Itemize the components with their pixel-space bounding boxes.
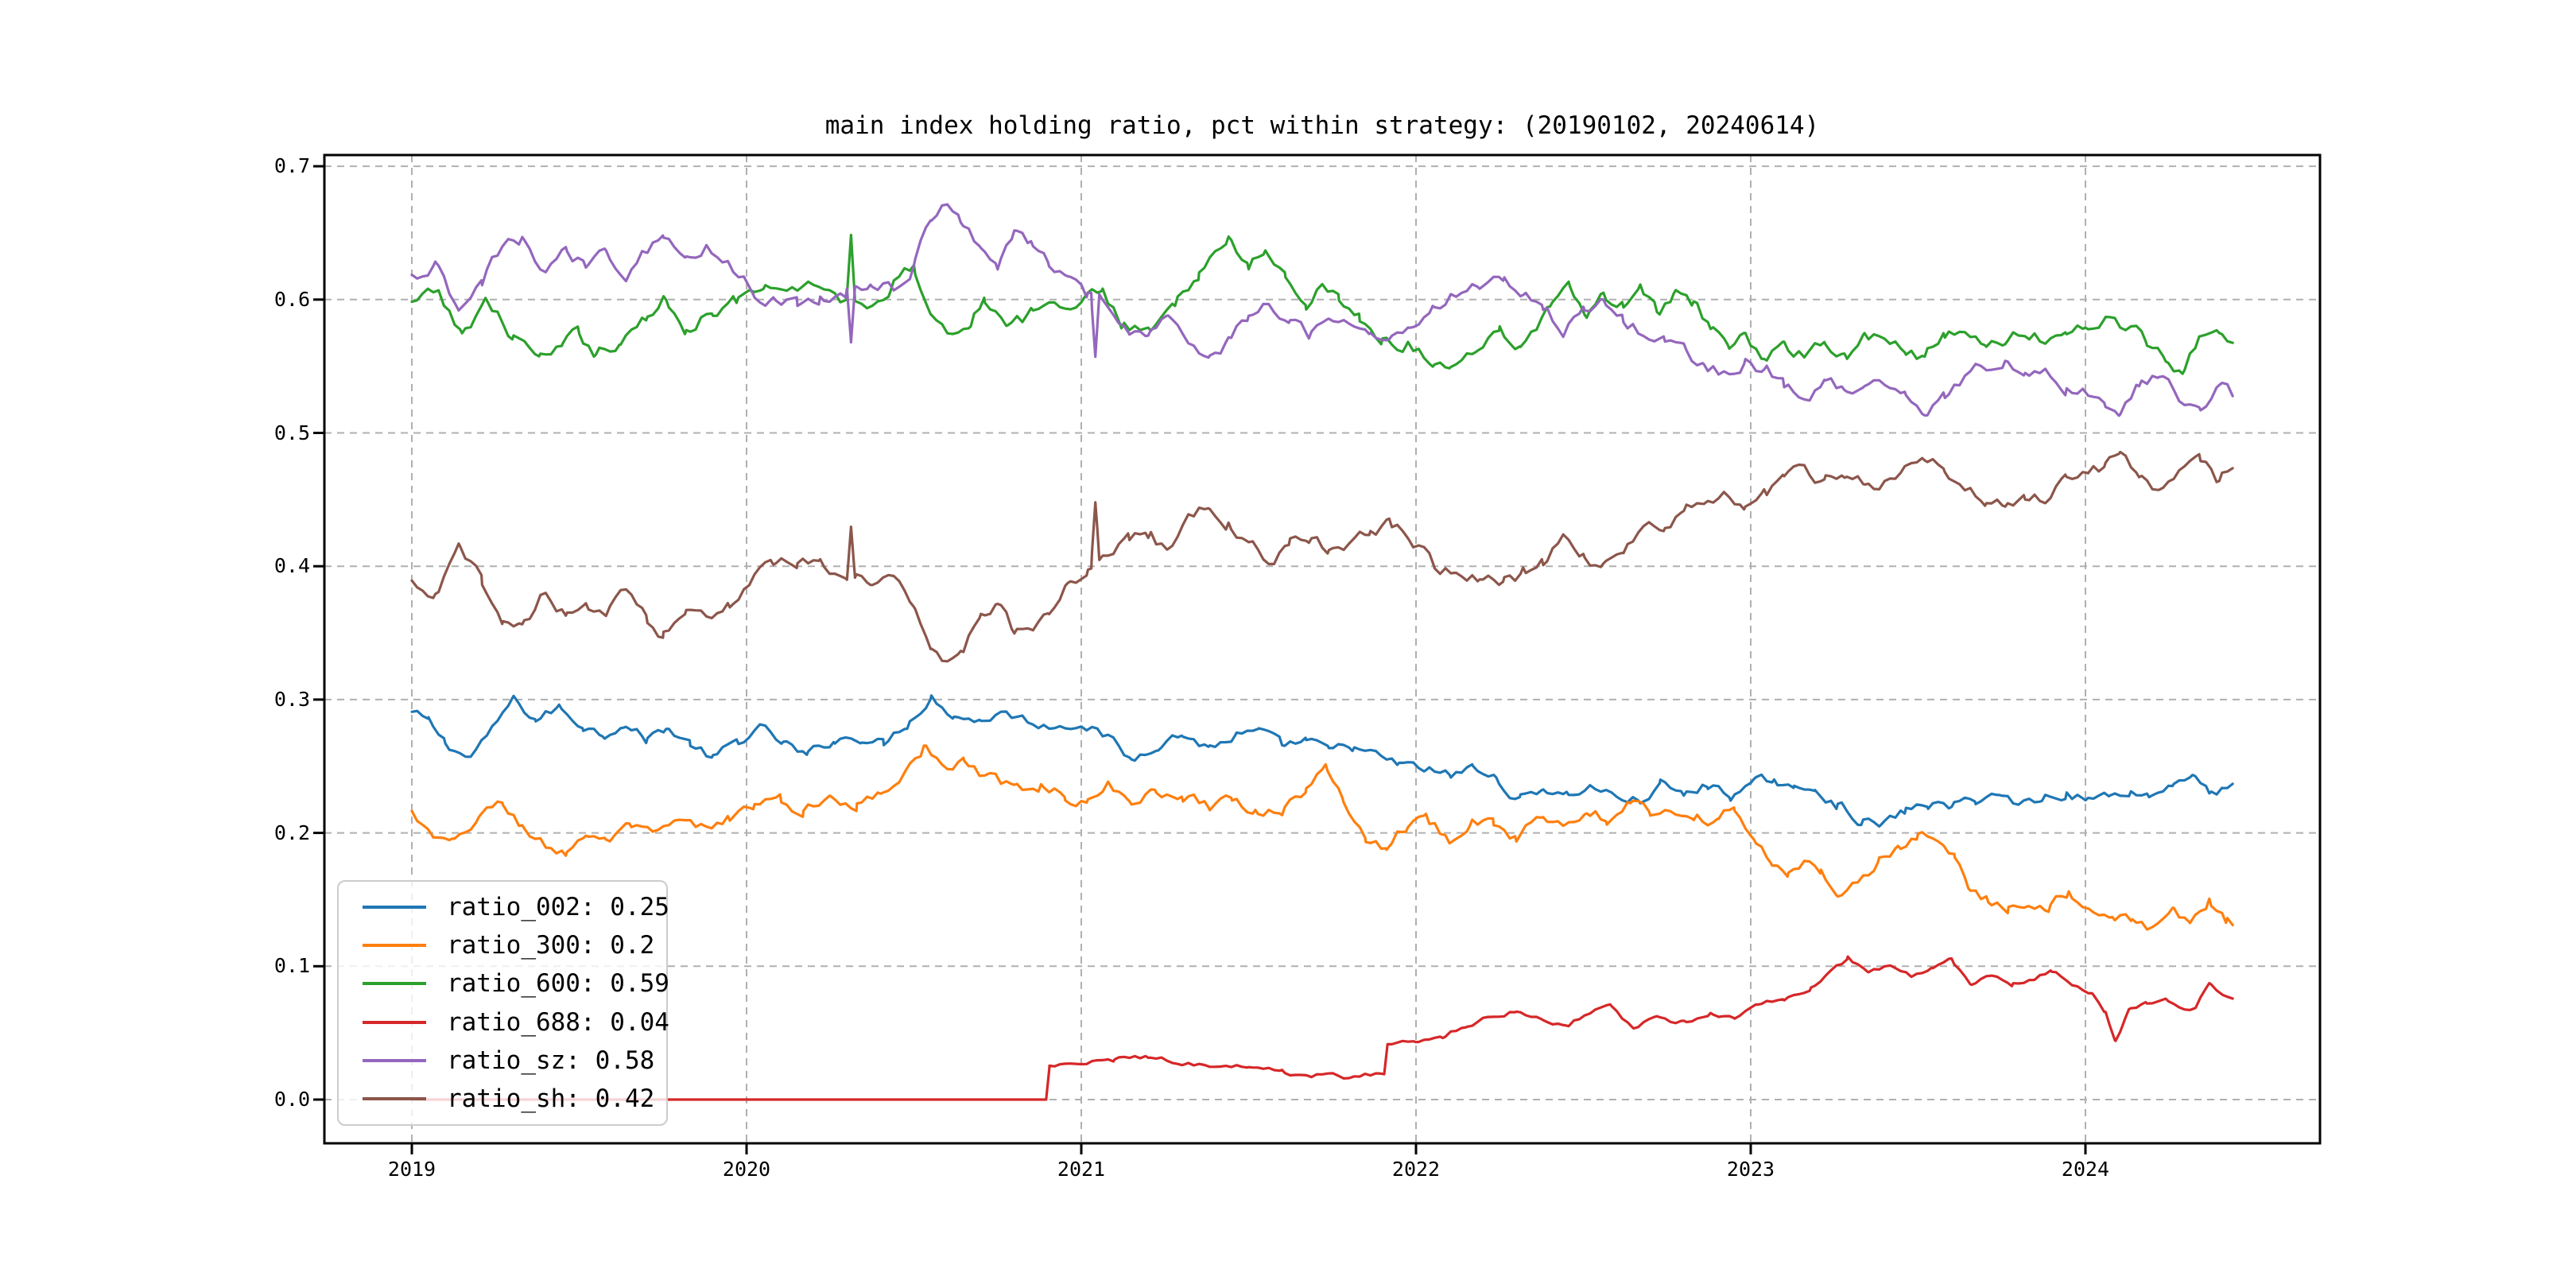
x-tick-label: 2021 bbox=[1057, 1158, 1106, 1181]
y-tick-label: 0.3 bbox=[274, 687, 310, 711]
x-tick-label: 2022 bbox=[1391, 1158, 1441, 1181]
y-tick-label: 0.2 bbox=[274, 821, 310, 844]
series-line-ratio_002 bbox=[410, 694, 2234, 828]
legend-item: ratio_sz: 0.58 bbox=[339, 1043, 666, 1078]
legend-item: ratio_300: 0.2 bbox=[339, 928, 666, 963]
series-line-ratio_sz bbox=[410, 203, 2234, 417]
legend-item: ratio_600: 0.59 bbox=[339, 966, 669, 1001]
y-tick-label: 0.4 bbox=[274, 554, 310, 578]
legend-item: ratio_688: 0.04 bbox=[339, 1005, 669, 1040]
legend-item-label: ratio_sh: 0.42 bbox=[447, 1084, 655, 1113]
x-tick-label: 2023 bbox=[1726, 1158, 1775, 1181]
y-tick-label: 0.6 bbox=[274, 287, 310, 311]
x-tick-label: 2020 bbox=[722, 1158, 771, 1181]
legend-line-swatch-ratio_sz bbox=[363, 1058, 426, 1062]
x-tick-label: 2024 bbox=[2061, 1158, 2110, 1181]
legend-item-label: ratio_688: 0.04 bbox=[447, 1007, 669, 1037]
legend-line-swatch-ratio_sh bbox=[363, 1096, 426, 1100]
legend-item-label: ratio_002: 0.25 bbox=[447, 893, 669, 922]
series-line-ratio_688 bbox=[410, 955, 2234, 1101]
series-lines bbox=[410, 203, 2234, 1101]
legend-line-swatch-ratio_002 bbox=[363, 906, 426, 910]
legend-item-label: ratio_600: 0.59 bbox=[447, 969, 669, 999]
x-tick-label: 2019 bbox=[387, 1158, 436, 1181]
y-tick-label: 0.7 bbox=[274, 154, 310, 178]
series-line-ratio_sh bbox=[410, 450, 2234, 663]
y-tick-label: 0.1 bbox=[274, 954, 310, 978]
chart-title: main index holding ratio, pct within str… bbox=[824, 111, 1820, 140]
legend-line-swatch-ratio_688 bbox=[363, 1020, 426, 1024]
legend: ratio_002: 0.25 ratio_300: 0.2 ratio_600: … bbox=[337, 880, 669, 1126]
series-line-ratio_300 bbox=[410, 744, 2234, 931]
axes-frame bbox=[313, 153, 2322, 1154]
legend-item-label: ratio_sz: 0.58 bbox=[447, 1046, 655, 1075]
series-line-ratio_600 bbox=[410, 234, 2234, 375]
legend-item-label: ratio_300: 0.2 bbox=[447, 931, 655, 960]
y-tick-label: 0.0 bbox=[274, 1088, 310, 1111]
y-tick-label: 0.5 bbox=[274, 421, 310, 444]
legend-item: ratio_sh: 0.42 bbox=[339, 1081, 666, 1116]
legend-line-swatch-ratio_300 bbox=[363, 944, 426, 948]
legend-item: ratio_002: 0.25 bbox=[339, 890, 669, 925]
legend-line-swatch-ratio_600 bbox=[363, 982, 426, 986]
